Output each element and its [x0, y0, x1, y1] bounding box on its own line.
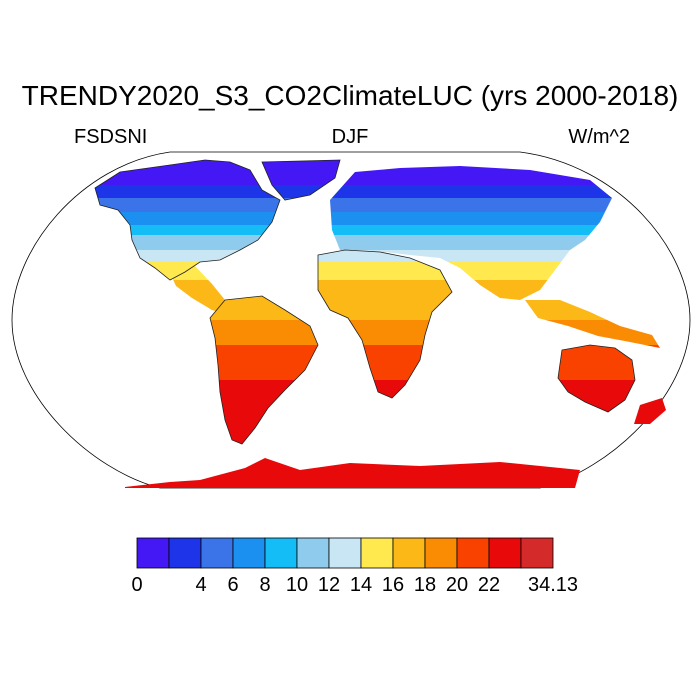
colorbar-tick-label: 16: [381, 574, 405, 596]
colorbar-swatch: [392, 537, 426, 569]
map-band: [95, 235, 666, 250]
colorbar-swatch: [232, 537, 266, 569]
colorbar-swatch: [424, 537, 458, 569]
variable-name: FSDSNI: [74, 126, 148, 148]
colorbar-swatch: [488, 537, 522, 569]
map-band: [95, 198, 666, 212]
colorbar-tick-label: 12: [317, 574, 341, 596]
coastlines: [94, 159, 636, 445]
map-band: [95, 212, 666, 225]
map-band: [95, 185, 666, 198]
colorbar-tick-label: 6: [227, 574, 239, 596]
map-title: TRENDY2020_S3_CO2ClimateLUC (yrs 2000-20…: [21, 80, 679, 111]
colorbar-tick-label: 0: [131, 574, 143, 596]
colorbar-swatch: [200, 537, 234, 569]
colorbar-swatch: [296, 537, 330, 569]
colorbar-tick-label: 34.13: [527, 574, 579, 596]
colorbar-tick-label: 18: [413, 574, 437, 596]
colorbar-swatch: [456, 537, 490, 569]
season-label: DJF: [331, 126, 369, 148]
colorbar-swatch: [328, 537, 362, 569]
colorbar-tick-label: 4: [195, 574, 207, 596]
colorbar: [136, 537, 554, 569]
colorbar-tick-label: 8: [259, 574, 271, 596]
map-band: [95, 225, 666, 235]
colorbar-swatch: [520, 537, 554, 569]
colorbar-swatch: [136, 537, 170, 569]
units-label: W/m^2: [568, 126, 630, 148]
colorbar-tick-label: 14: [349, 574, 373, 596]
colorbar-tick-label: 22: [477, 574, 501, 596]
colorbar-tick-label: 20: [445, 574, 469, 596]
colorbar-swatch: [264, 537, 298, 569]
colorbar-swatch: [168, 537, 202, 569]
colorbar-swatch: [360, 537, 394, 569]
colorbar-tick-label: 10: [285, 574, 309, 596]
map-band: [95, 470, 666, 488]
